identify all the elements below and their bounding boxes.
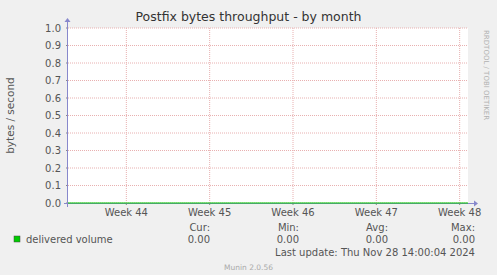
x-tick-label: Week 45	[188, 207, 231, 218]
stat-header: Min:	[278, 222, 299, 233]
x-tick-label: Week 47	[355, 207, 398, 218]
background	[0, 0, 497, 275]
y-tick-label: 0.6	[45, 93, 61, 104]
y-axis-label: bytes / second	[4, 77, 16, 154]
y-grid-line	[68, 150, 468, 151]
chart: 0.0 0.1 0.2 0.3 0.4 0.5 0.6 0.7 0.8 0.9 1.0 Week 44…	[0, 0, 497, 275]
stat-value: 0.00	[188, 234, 210, 245]
y-grid-line	[68, 185, 468, 186]
y-tick-label: 1.0	[45, 23, 61, 34]
stat-header: Avg:	[366, 222, 388, 233]
stat-value: 0.00	[277, 234, 299, 245]
y-grid-line	[68, 98, 468, 99]
x-axis-arrow	[474, 201, 478, 207]
y-grid-line	[68, 63, 468, 64]
x-grid-line	[293, 28, 294, 203]
y-axis-arrow	[65, 18, 71, 22]
stat-header: Cur:	[189, 222, 210, 233]
x-tick-label: Week 44	[105, 207, 148, 218]
legend-swatch	[14, 236, 20, 242]
y-tick-label: 0.0	[45, 198, 61, 209]
x-grid-line	[126, 28, 127, 203]
x-grid-line	[459, 28, 460, 203]
stat-value: 0.00	[453, 234, 475, 245]
x-grid-line	[376, 28, 377, 203]
y-grid-line	[68, 45, 468, 46]
footer: Munin 2.0.56	[224, 263, 273, 272]
y-tick-label: 0.2	[45, 163, 61, 174]
data-group	[68, 203, 468, 204]
y-tick-label: 0.7	[45, 75, 61, 86]
y-tick-label: 0.1	[45, 180, 61, 191]
watermark: RRDTOOL / TOBI OETIKER	[482, 30, 490, 120]
y-grid-line	[68, 115, 468, 116]
plot-area	[68, 28, 468, 203]
y-grid-line	[68, 80, 468, 81]
y-grid-line	[68, 168, 468, 169]
y-grid-line	[68, 28, 468, 29]
legend-label: delivered volume	[26, 234, 113, 245]
y-tick-label: 0.4	[45, 128, 61, 139]
stat-value: 0.00	[366, 234, 388, 245]
x-tick-label: Week 48	[438, 207, 481, 218]
y-tick-label: 0.9	[45, 40, 61, 51]
last-update: Last update: Thu Nov 28 14:00:04 2024	[275, 247, 475, 258]
y-tick-label: 0.8	[45, 58, 61, 69]
stat-header: Max:	[451, 222, 475, 233]
y-tick-label: 0.3	[45, 145, 61, 156]
y-grid-line	[68, 133, 468, 134]
x-grid-line	[209, 28, 210, 203]
x-axis	[64, 203, 474, 204]
series-line	[68, 203, 468, 204]
y-tick-label: 0.5	[45, 110, 61, 121]
x-tick-label: Week 46	[271, 207, 314, 218]
y-grid-line	[68, 203, 468, 204]
title: Postfix bytes throughput - by month	[135, 9, 361, 24]
y-axis	[67, 22, 68, 207]
